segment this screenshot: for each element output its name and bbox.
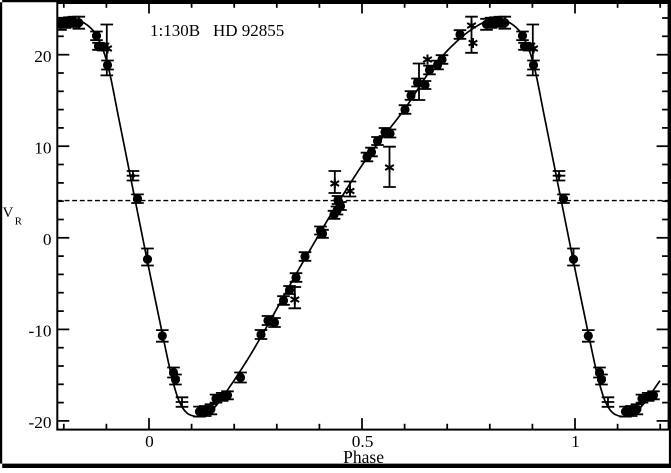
svg-text:-20: -20 xyxy=(28,413,51,432)
svg-text:R: R xyxy=(15,216,23,228)
svg-text:20: 20 xyxy=(34,47,51,66)
svg-text:V: V xyxy=(3,205,14,221)
svg-text:10: 10 xyxy=(34,138,51,157)
svg-text:1: 1 xyxy=(571,432,580,451)
svg-text:0: 0 xyxy=(43,230,52,249)
svg-text:Phase: Phase xyxy=(343,447,384,467)
svg-text:-10: -10 xyxy=(28,322,51,341)
svg-text:0.5: 0.5 xyxy=(352,432,374,451)
svg-text:HD 92855: HD 92855 xyxy=(213,21,284,40)
svg-text:1:130B: 1:130B xyxy=(150,21,200,40)
svg-text:0: 0 xyxy=(145,432,154,451)
